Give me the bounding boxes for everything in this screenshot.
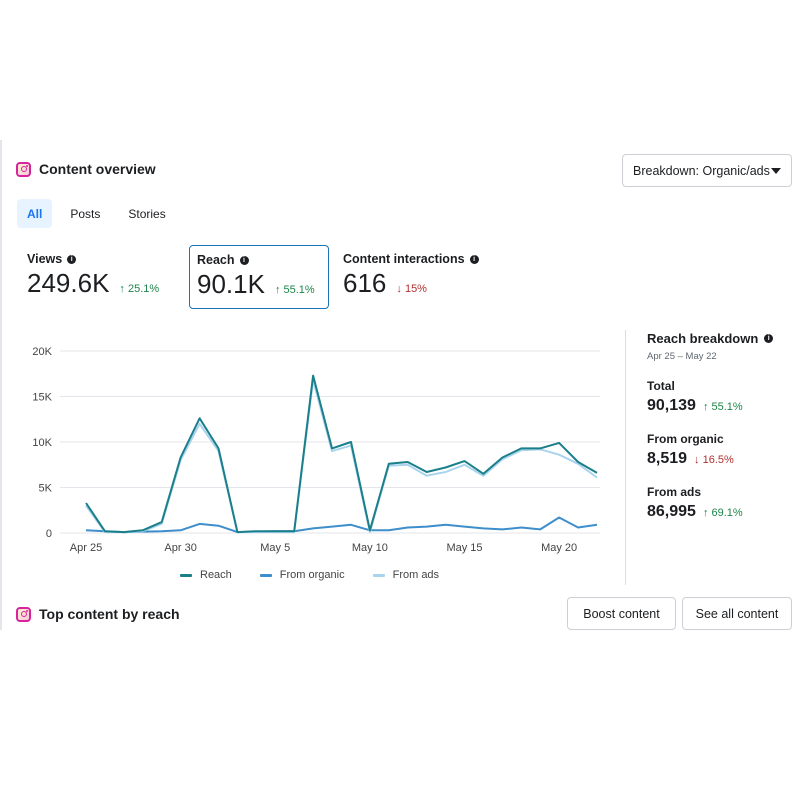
y-tick-label: 15K (32, 392, 52, 404)
metric-label: Views (27, 252, 63, 266)
breakdown-title: Reach breakdown (647, 331, 759, 346)
info-icon[interactable]: i (239, 255, 249, 265)
section-title: Content overview (39, 161, 156, 177)
tab-label: Posts (70, 206, 101, 221)
breakdown-value: 90,139 (647, 397, 696, 414)
tab-stories[interactable]: Stories (118, 199, 175, 228)
content-overview-header: Content overview (16, 161, 156, 177)
breakdown-date-range: Apr 25 – May 22 (647, 351, 717, 362)
y-tick-label: 20K (32, 346, 52, 358)
legend-label: From ads (392, 569, 440, 581)
metric-change: ↑ 25.1% (119, 283, 160, 295)
legend-label: Reach (200, 569, 232, 581)
x-tick-label: May 20 (541, 542, 577, 554)
boost-content-button[interactable]: Boost content (567, 597, 676, 630)
button-label: See all content (695, 606, 779, 621)
metric-value: 249.6K (27, 268, 110, 298)
x-tick-label: Apr 30 (164, 542, 196, 554)
breakdown-change: ↓ 16.5% (694, 454, 734, 466)
info-icon[interactable]: i (67, 254, 77, 264)
legend-swatch (372, 573, 385, 577)
breakdown-total: Total 90,139 ↑ 55.1% (647, 379, 797, 415)
tab-posts[interactable]: Posts (60, 199, 110, 228)
page-left-border (0, 140, 2, 630)
series-line-ads (85, 379, 598, 534)
breakdown-dropdown[interactable]: Breakdown: Organic/ads (622, 154, 792, 187)
y-tick-label: 10K (32, 437, 52, 449)
caret-down-icon (771, 167, 781, 174)
chart-legend: Reach From organic From ads (180, 569, 439, 581)
legend-label: From organic (279, 569, 345, 581)
metric-change: ↑ 55.1% (274, 284, 315, 296)
metric-label: Content interactions (343, 252, 465, 266)
content-tabs: All Posts Stories (17, 199, 176, 228)
legend-item-ads[interactable]: From ads (372, 569, 440, 581)
breakdown-dropdown-label: Breakdown: Organic/ads (633, 163, 770, 178)
breakdown-organic: From organic 8,519 ↓ 16.5% (647, 432, 797, 468)
metric-views[interactable]: Views i 249.6K ↑ 25.1% (20, 245, 185, 309)
breakdown-value: 86,995 (647, 503, 696, 520)
legend-item-reach[interactable]: Reach (180, 569, 232, 581)
y-tick-label: 5K (39, 483, 53, 495)
tab-label: Stories (128, 206, 166, 221)
x-tick-label: May 15 (446, 542, 482, 554)
see-all-content-button[interactable]: See all content (682, 597, 792, 630)
x-tick-label: May 5 (260, 542, 290, 554)
legend-swatch (180, 573, 192, 577)
breakdown-change: ↑ 55.1% (702, 401, 743, 413)
info-icon[interactable]: i (764, 334, 774, 343)
legend-swatch (259, 573, 272, 577)
series-line-organic (85, 516, 598, 534)
instagram-icon (16, 161, 31, 177)
metric-value: 616 (343, 268, 387, 298)
instagram-icon (16, 606, 31, 622)
button-label: Boost content (583, 606, 660, 621)
breakdown-ads: From ads 86,995 ↑ 69.1% (647, 485, 797, 521)
x-tick-label: Apr 25 (70, 542, 102, 554)
metric-content-interactions[interactable]: Content interactions i 616 ↓ 15% (336, 245, 516, 309)
y-tick-label: 0 (46, 528, 52, 540)
metric-label: Reach (197, 253, 235, 267)
metric-change: ↓ 15% (396, 283, 427, 295)
tab-all[interactable]: All (17, 199, 53, 228)
breakdown-label: From ads (647, 485, 702, 499)
top-content-header: Top content by reach (16, 606, 180, 622)
legend-item-organic[interactable]: From organic (259, 569, 345, 581)
reach-breakdown-panel: Reach breakdown i Apr 25 – May 22 Total 9… (647, 331, 797, 521)
section-title: Top content by reach (39, 606, 180, 622)
series-line-reach (85, 374, 598, 534)
metric-reach[interactable]: Reach i 90.1K ↑ 55.1% (189, 245, 329, 309)
info-icon[interactable]: i (469, 254, 479, 264)
breakdown-change: ↑ 69.1% (702, 507, 743, 519)
breakdown-value: 8,519 (647, 450, 688, 467)
x-tick-label: May 10 (352, 542, 388, 554)
panel-divider (625, 330, 626, 585)
metric-value: 90.1K (197, 269, 265, 299)
breakdown-label: Total (647, 379, 675, 393)
tab-label: All (27, 206, 43, 221)
breakdown-label: From organic (647, 432, 724, 446)
reach-line-chart: 0 5K 10K 15K 20K Apr 25 Apr 30 May 5 May 10 May 1… (32, 346, 600, 554)
